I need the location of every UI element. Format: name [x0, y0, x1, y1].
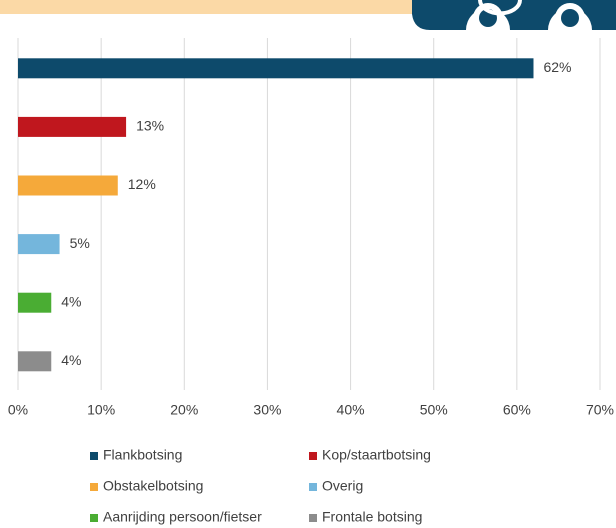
legend-label: Aanrijding persoon/fietser: [103, 509, 262, 525]
value-label: 5%: [70, 235, 90, 251]
x-tick-label: 50%: [420, 402, 448, 418]
x-tick-label: 30%: [253, 402, 281, 418]
value-label: 13%: [136, 118, 164, 134]
value-label: 62%: [543, 59, 571, 75]
x-tick-label: 20%: [170, 402, 198, 418]
legend-swatch: [309, 483, 317, 491]
value-label: 4%: [61, 293, 81, 309]
value-label: 12%: [128, 176, 156, 192]
x-tick-label: 40%: [337, 402, 365, 418]
bar: [18, 175, 118, 196]
value-label: 4%: [61, 352, 81, 368]
legend-swatch: [90, 514, 98, 522]
legend-swatch: [90, 483, 98, 491]
bar: [18, 116, 127, 137]
bar: [18, 351, 52, 372]
legend-label: Kop/staartbotsing: [322, 447, 431, 463]
legend-label: Obstakelbotsing: [103, 478, 203, 494]
legend-label: Overig: [322, 478, 363, 494]
x-tick-label: 0%: [8, 402, 28, 418]
legend-label: Frontale botsing: [322, 509, 422, 525]
legend-swatch: [309, 514, 317, 522]
bar: [18, 234, 60, 255]
bar: [18, 292, 52, 313]
x-tick-label: 10%: [87, 402, 115, 418]
legend-swatch: [309, 452, 317, 460]
x-tick-label: 60%: [503, 402, 531, 418]
x-tick-label: 70%: [586, 402, 614, 418]
legend-swatch: [90, 452, 98, 460]
legend-label: Flankbotsing: [103, 447, 182, 463]
truck-icon: [412, 0, 616, 33]
bar: [18, 58, 534, 79]
